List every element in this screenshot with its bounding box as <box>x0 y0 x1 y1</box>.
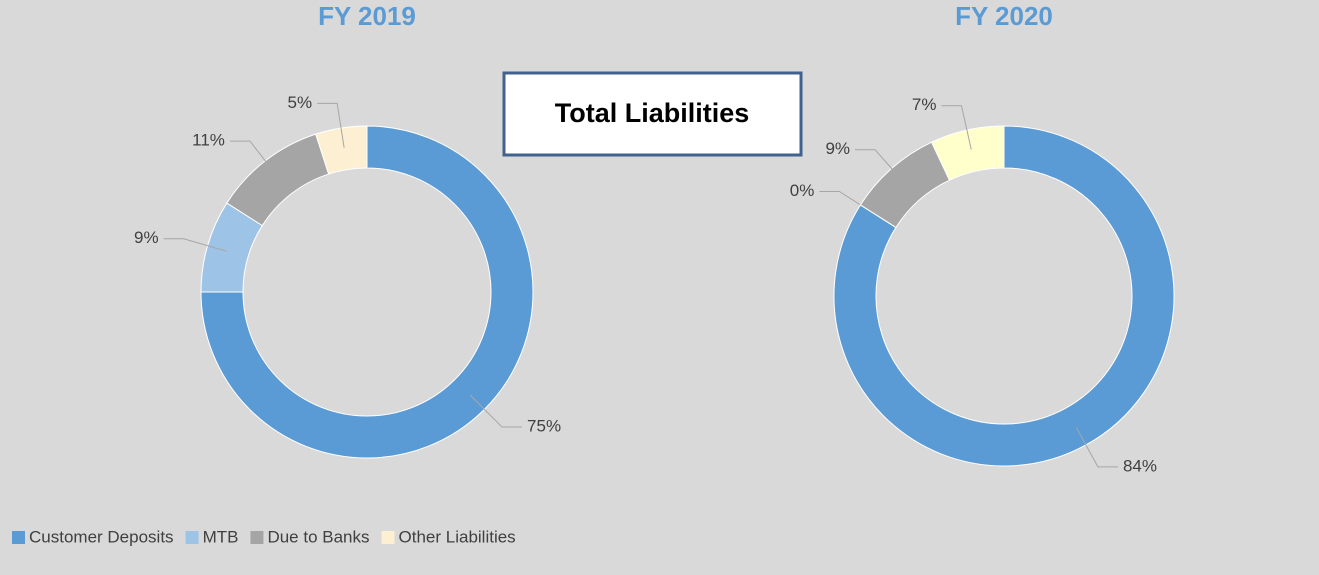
data-label: 84% <box>1123 456 1157 475</box>
legend-swatch <box>185 531 199 544</box>
slice <box>930 125 1005 181</box>
leader-line <box>317 102 345 148</box>
data-label: 11% <box>192 131 225 150</box>
legend-swatch <box>381 531 395 544</box>
leader-line <box>469 394 523 428</box>
leader-line <box>163 238 227 252</box>
title-box <box>502 71 803 157</box>
data-label: 0% <box>790 181 815 200</box>
legend-label: Other Liabilities <box>399 527 516 546</box>
legend-label: MTB <box>203 527 239 546</box>
legend-swatch <box>250 531 264 544</box>
slice <box>200 125 534 459</box>
chart-title: FY 2020 <box>955 1 1053 31</box>
main-title: Total Liabilities <box>555 98 750 128</box>
legend-label: Customer Deposits <box>29 527 174 546</box>
data-label: 75% <box>527 417 561 436</box>
chart-title: FY 2019 <box>318 1 416 31</box>
data-label: 9% <box>825 139 850 158</box>
leader-line <box>941 105 972 150</box>
legend-label: Due to Banks <box>267 527 369 546</box>
leader-line <box>229 140 278 177</box>
slice <box>833 125 1175 467</box>
data-label: 7% <box>912 95 937 114</box>
leader-line <box>855 149 906 184</box>
data-label: 9% <box>134 228 159 247</box>
data-label: 5% <box>288 93 313 112</box>
leader-line <box>1075 427 1118 468</box>
legend-swatch <box>12 531 25 544</box>
slice <box>315 125 368 175</box>
